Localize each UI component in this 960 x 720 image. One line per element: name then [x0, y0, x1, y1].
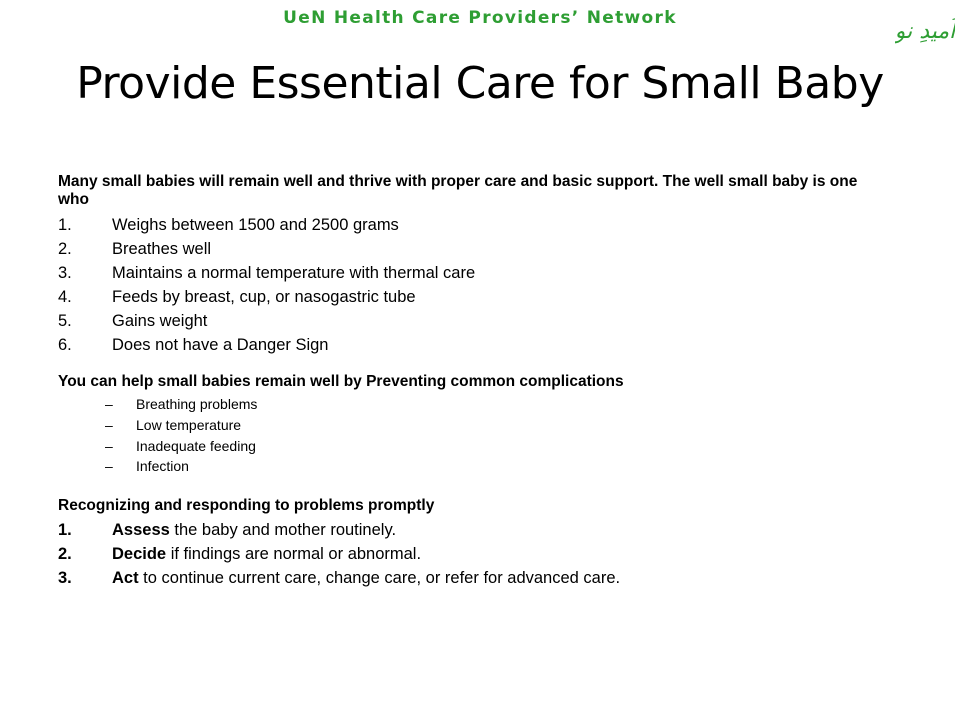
step-description: to continue current care, change care, o… — [138, 569, 621, 588]
complications-list: – Breathing problems – Low temperature –… — [105, 394, 878, 477]
response-steps-list: 1. Assess the baby and mother routinely.… — [58, 518, 878, 590]
item-number: 1. — [58, 216, 72, 234]
item-number: 6. — [58, 336, 72, 354]
step-text: Act to continue current care, change car… — [112, 566, 620, 590]
umeed-e-nau-logo: اُمیدِ نو — [895, 13, 955, 44]
response-heading: Recognizing and responding to problems p… — [58, 497, 435, 515]
dash-bullet: – — [105, 396, 113, 412]
list-item: 1. Weighs between 1500 and 2500 grams — [58, 213, 878, 237]
item-text: Does not have a Danger Sign — [112, 336, 329, 354]
prevention-heading: You can help small babies remain well by… — [58, 373, 624, 390]
list-item: 1. Assess the baby and mother routinely. — [58, 518, 878, 542]
list-item: 3. Act to continue current care, change … — [58, 566, 878, 590]
step-text: Assess the baby and mother routinely. — [112, 518, 396, 542]
item-text: Inadequate feeding — [136, 437, 256, 454]
list-item: – Low temperature — [105, 415, 878, 436]
step-number: 1. — [58, 521, 72, 540]
step-text: Decide if findings are normal or abnorma… — [112, 542, 421, 566]
item-number: 5. — [58, 312, 72, 330]
item-number: 4. — [58, 288, 72, 306]
step-number: 3. — [58, 569, 72, 588]
item-text: Maintains a normal temperature with ther… — [112, 264, 476, 282]
list-item: 2. Decide if findings are normal or abno… — [58, 542, 878, 566]
item-text: Low temperature — [136, 416, 242, 433]
list-item: 2. Breathes well — [58, 237, 878, 261]
step-keyword: Decide — [112, 545, 167, 564]
list-item: 3. Maintains a normal temperature with t… — [58, 261, 878, 285]
dash-bullet: – — [105, 437, 113, 454]
list-item: 4. Feeds by breast, cup, or nasogastric … — [58, 285, 878, 309]
well-baby-intro: Many small babies will remain well and t… — [58, 173, 858, 208]
step-keyword: Assess — [112, 521, 170, 540]
item-text: Feeds by breast, cup, or nasogastric tub… — [112, 288, 416, 306]
step-number: 2. — [58, 545, 72, 564]
step-description: if findings are normal or abnormal. — [166, 545, 422, 564]
well-baby-list: 1. Weighs between 1500 and 2500 grams 2.… — [58, 213, 878, 357]
item-number: 3. — [58, 264, 72, 282]
item-text: Breathes well — [112, 240, 212, 258]
step-description: the baby and mother routinely. — [169, 521, 397, 540]
dash-bullet: – — [105, 458, 113, 475]
dash-bullet: – — [105, 416, 113, 433]
list-item: 5. Gains weight — [58, 309, 878, 333]
item-text: Weighs between 1500 and 2500 grams — [112, 216, 399, 234]
item-number: 2. — [58, 240, 72, 258]
item-text: Breathing problems — [136, 396, 258, 412]
list-item: 6. Does not have a Danger Sign — [58, 333, 878, 357]
item-text: Gains weight — [112, 312, 208, 330]
network-header: UeN Health Care Providers’ Network — [283, 8, 677, 28]
step-keyword: Act — [112, 569, 139, 588]
list-item: – Inadequate feeding — [105, 436, 878, 457]
list-item: – Infection — [105, 456, 878, 477]
slide-content: Many small babies will remain well and t… — [58, 173, 878, 590]
logo-text: اُمیدِ نو — [895, 13, 955, 44]
item-text: Infection — [136, 458, 189, 475]
slide-title: Provide Essential Care for Small Baby — [76, 58, 884, 109]
list-item: – Breathing problems — [105, 394, 878, 415]
